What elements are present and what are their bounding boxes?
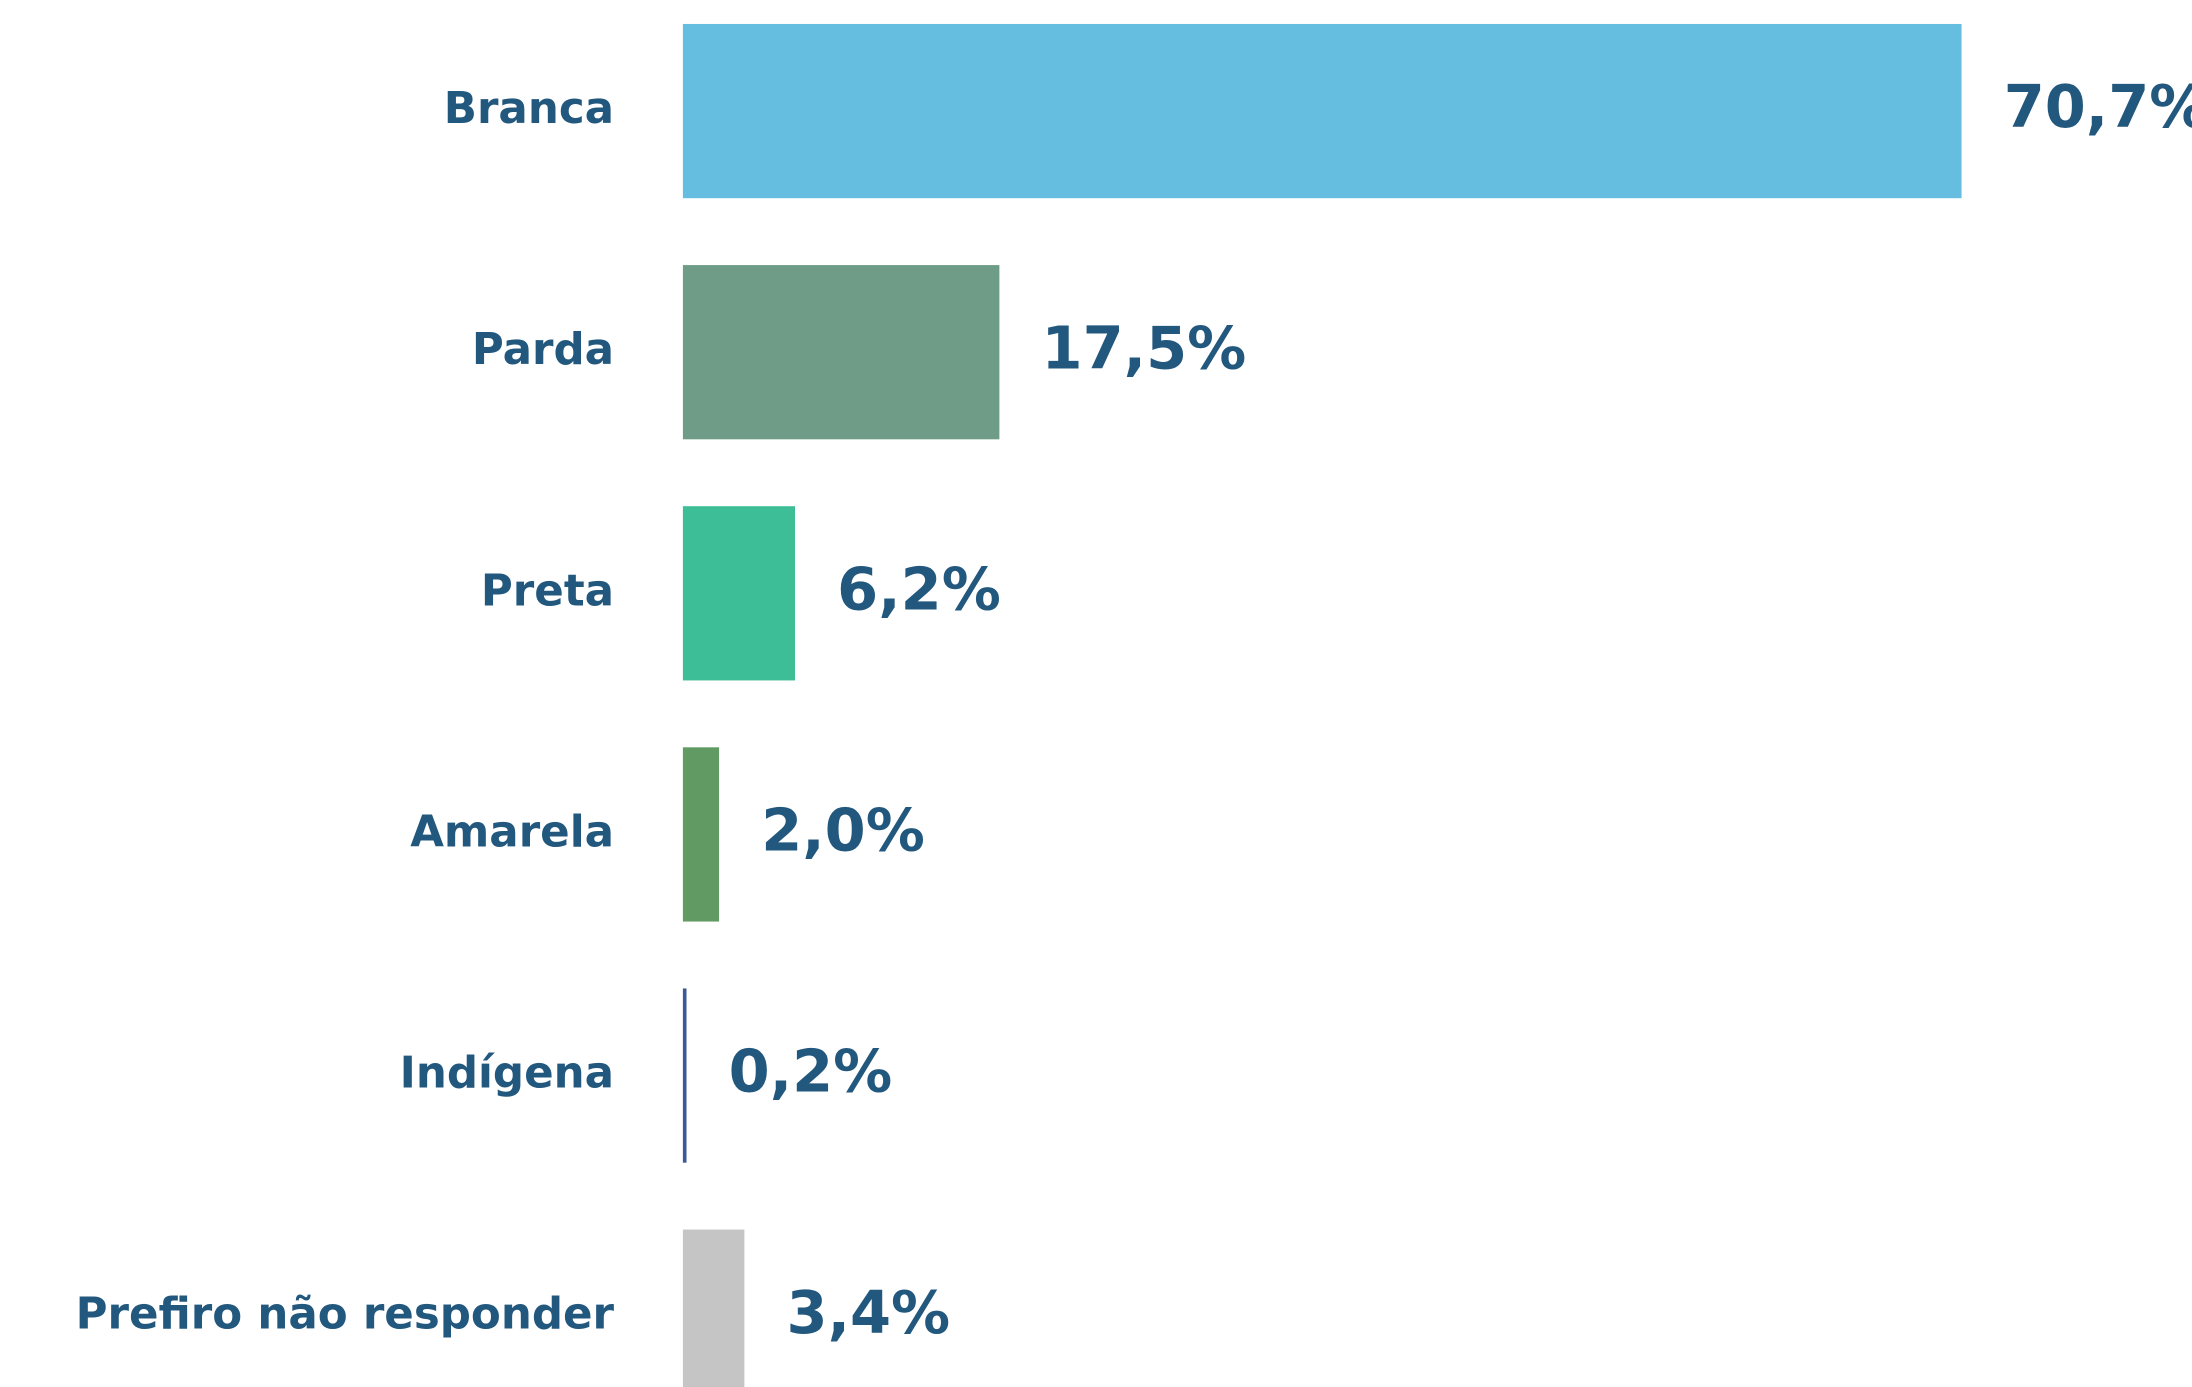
- value-label: 0,2%: [729, 1037, 893, 1106]
- bar: [682, 506, 796, 681]
- category-label: Indígena: [400, 1049, 614, 1099]
- category-label: Amarela: [410, 807, 614, 857]
- value-label: 70,7%: [2004, 72, 2192, 141]
- value-label: 6,2%: [837, 554, 1001, 623]
- category-label: Parda: [472, 325, 614, 375]
- category-label: Prefiro não responder: [76, 1290, 615, 1340]
- bar: [682, 265, 1000, 440]
- value-label: 2,0%: [761, 796, 925, 865]
- category-label: Branca: [444, 84, 614, 134]
- value-label: 3,4%: [787, 1278, 951, 1347]
- bar: [682, 23, 1962, 199]
- bar: [682, 747, 720, 922]
- bar: [682, 988, 687, 1163]
- value-label: 17,5%: [1042, 313, 1247, 382]
- bar: [682, 1229, 745, 1387]
- category-label: Preta: [481, 566, 614, 616]
